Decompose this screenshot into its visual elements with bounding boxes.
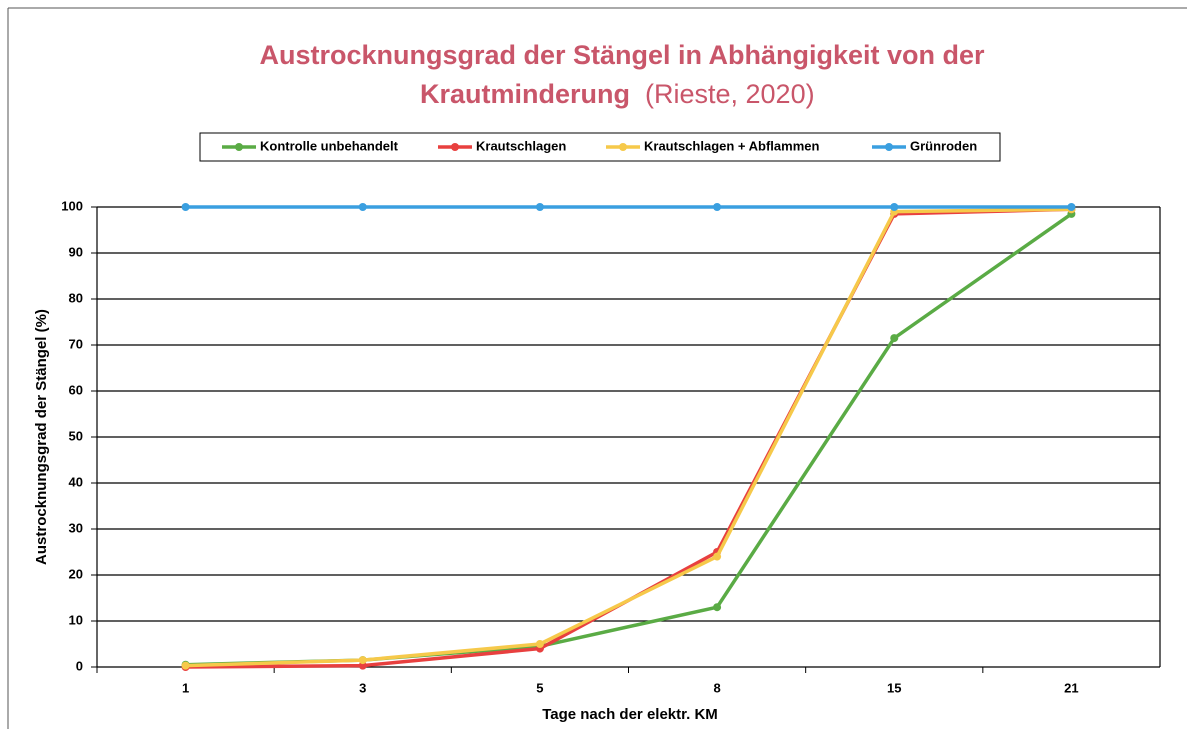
legend-marker [885, 143, 893, 151]
legend-marker [619, 143, 627, 151]
point [713, 203, 722, 211]
series-line [185, 207, 1072, 668]
y-tick-label: 40 [69, 474, 83, 489]
x-tick-label: 8 [713, 680, 720, 695]
y-tick-label: 100 [61, 198, 83, 213]
legend-marker [451, 143, 459, 151]
point [1067, 203, 1076, 211]
legend-label: Krautschlagen + Abflammen [644, 138, 819, 153]
x-tick-label: 21 [1064, 680, 1078, 695]
point [358, 203, 367, 211]
y-tick-label: 80 [69, 290, 83, 305]
legend-label: Krautschlagen [476, 138, 566, 153]
y-tick-label: 20 [69, 566, 83, 581]
y-tick-label: 50 [69, 428, 83, 443]
point [535, 640, 544, 648]
legend-box [199, 132, 1001, 162]
point [535, 203, 544, 211]
series-line [185, 212, 1073, 667]
point [890, 334, 899, 343]
y-tick-label: 60 [69, 382, 83, 397]
point [890, 203, 899, 211]
y-tick-label: 30 [69, 520, 83, 535]
y-tick-label: 90 [69, 244, 83, 259]
x-axis-label: Tage nach der elektr. KM [542, 706, 718, 723]
point [358, 656, 367, 665]
x-tick-label: 1 [182, 680, 189, 695]
point [358, 661, 367, 670]
y-tick-label: 0 [76, 658, 83, 673]
point [713, 603, 722, 612]
point [181, 203, 190, 211]
chart-title: Austrocknungsgrad der Stängel in Abhängi… [259, 40, 985, 109]
legend-marker [235, 143, 243, 151]
y-tick-label: 10 [69, 612, 83, 627]
x-tick-label: 15 [887, 680, 901, 695]
y-axis-label: Austrocknungsgrad der Stängel (%) [33, 309, 50, 565]
point [181, 661, 190, 670]
x-tick-label: 5 [536, 680, 543, 695]
legend-label: Grünroden [910, 138, 977, 153]
chart-title-note: (Rieste, 2020) [645, 79, 815, 109]
x-tick-label: 3 [359, 680, 366, 695]
legend-label: Kontrolle unbehandelt [260, 138, 399, 153]
point [713, 552, 722, 561]
series-line [185, 207, 1072, 669]
y-tick-label: 70 [69, 336, 83, 351]
